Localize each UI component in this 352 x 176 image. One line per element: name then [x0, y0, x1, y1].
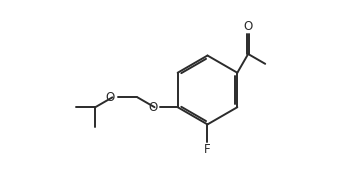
Text: O: O	[244, 20, 253, 33]
Text: O: O	[106, 91, 115, 104]
Text: O: O	[148, 101, 157, 114]
Text: F: F	[204, 143, 211, 156]
